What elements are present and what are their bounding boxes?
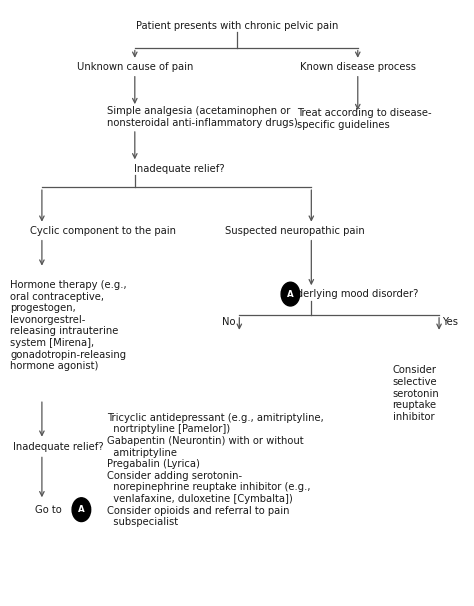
Text: Unknown cause of pain: Unknown cause of pain [77,62,193,72]
Text: No: No [222,317,236,327]
Text: Tricyclic antidepressant (e.g., amitriptyline,
  nortriptyline [Pamelor])
Gabape: Tricyclic antidepressant (e.g., amitript… [107,413,324,527]
Text: Suspected neuropathic pain: Suspected neuropathic pain [226,226,365,236]
Text: A: A [287,290,294,299]
Text: Inadequate relief?: Inadequate relief? [13,442,103,451]
Text: Cyclic component to the pain: Cyclic component to the pain [30,226,176,236]
Text: Underlying mood disorder?: Underlying mood disorder? [283,289,419,299]
Text: Simple analgesia (acetaminophen or
nonsteroidal anti-inflammatory drugs): Simple analgesia (acetaminophen or nonst… [107,106,298,128]
Text: A: A [78,505,85,514]
Circle shape [72,498,91,522]
Text: Yes: Yes [442,317,458,327]
Text: Patient presents with chronic pelvic pain: Patient presents with chronic pelvic pai… [136,21,338,32]
Text: Treat according to disease-
specific guidelines: Treat according to disease- specific gui… [297,108,432,130]
Text: Inadequate relief?: Inadequate relief? [134,164,224,174]
Text: Go to: Go to [35,505,62,514]
Circle shape [281,282,300,306]
Text: Hormone therapy (e.g.,
oral contraceptive,
progestogen,
levonorgestrel-
releasin: Hormone therapy (e.g., oral contraceptiv… [10,280,127,371]
Text: Consider
selective
serotonin
reuptake
inhibitor: Consider selective serotonin reuptake in… [392,365,439,422]
Text: Known disease process: Known disease process [300,62,416,72]
